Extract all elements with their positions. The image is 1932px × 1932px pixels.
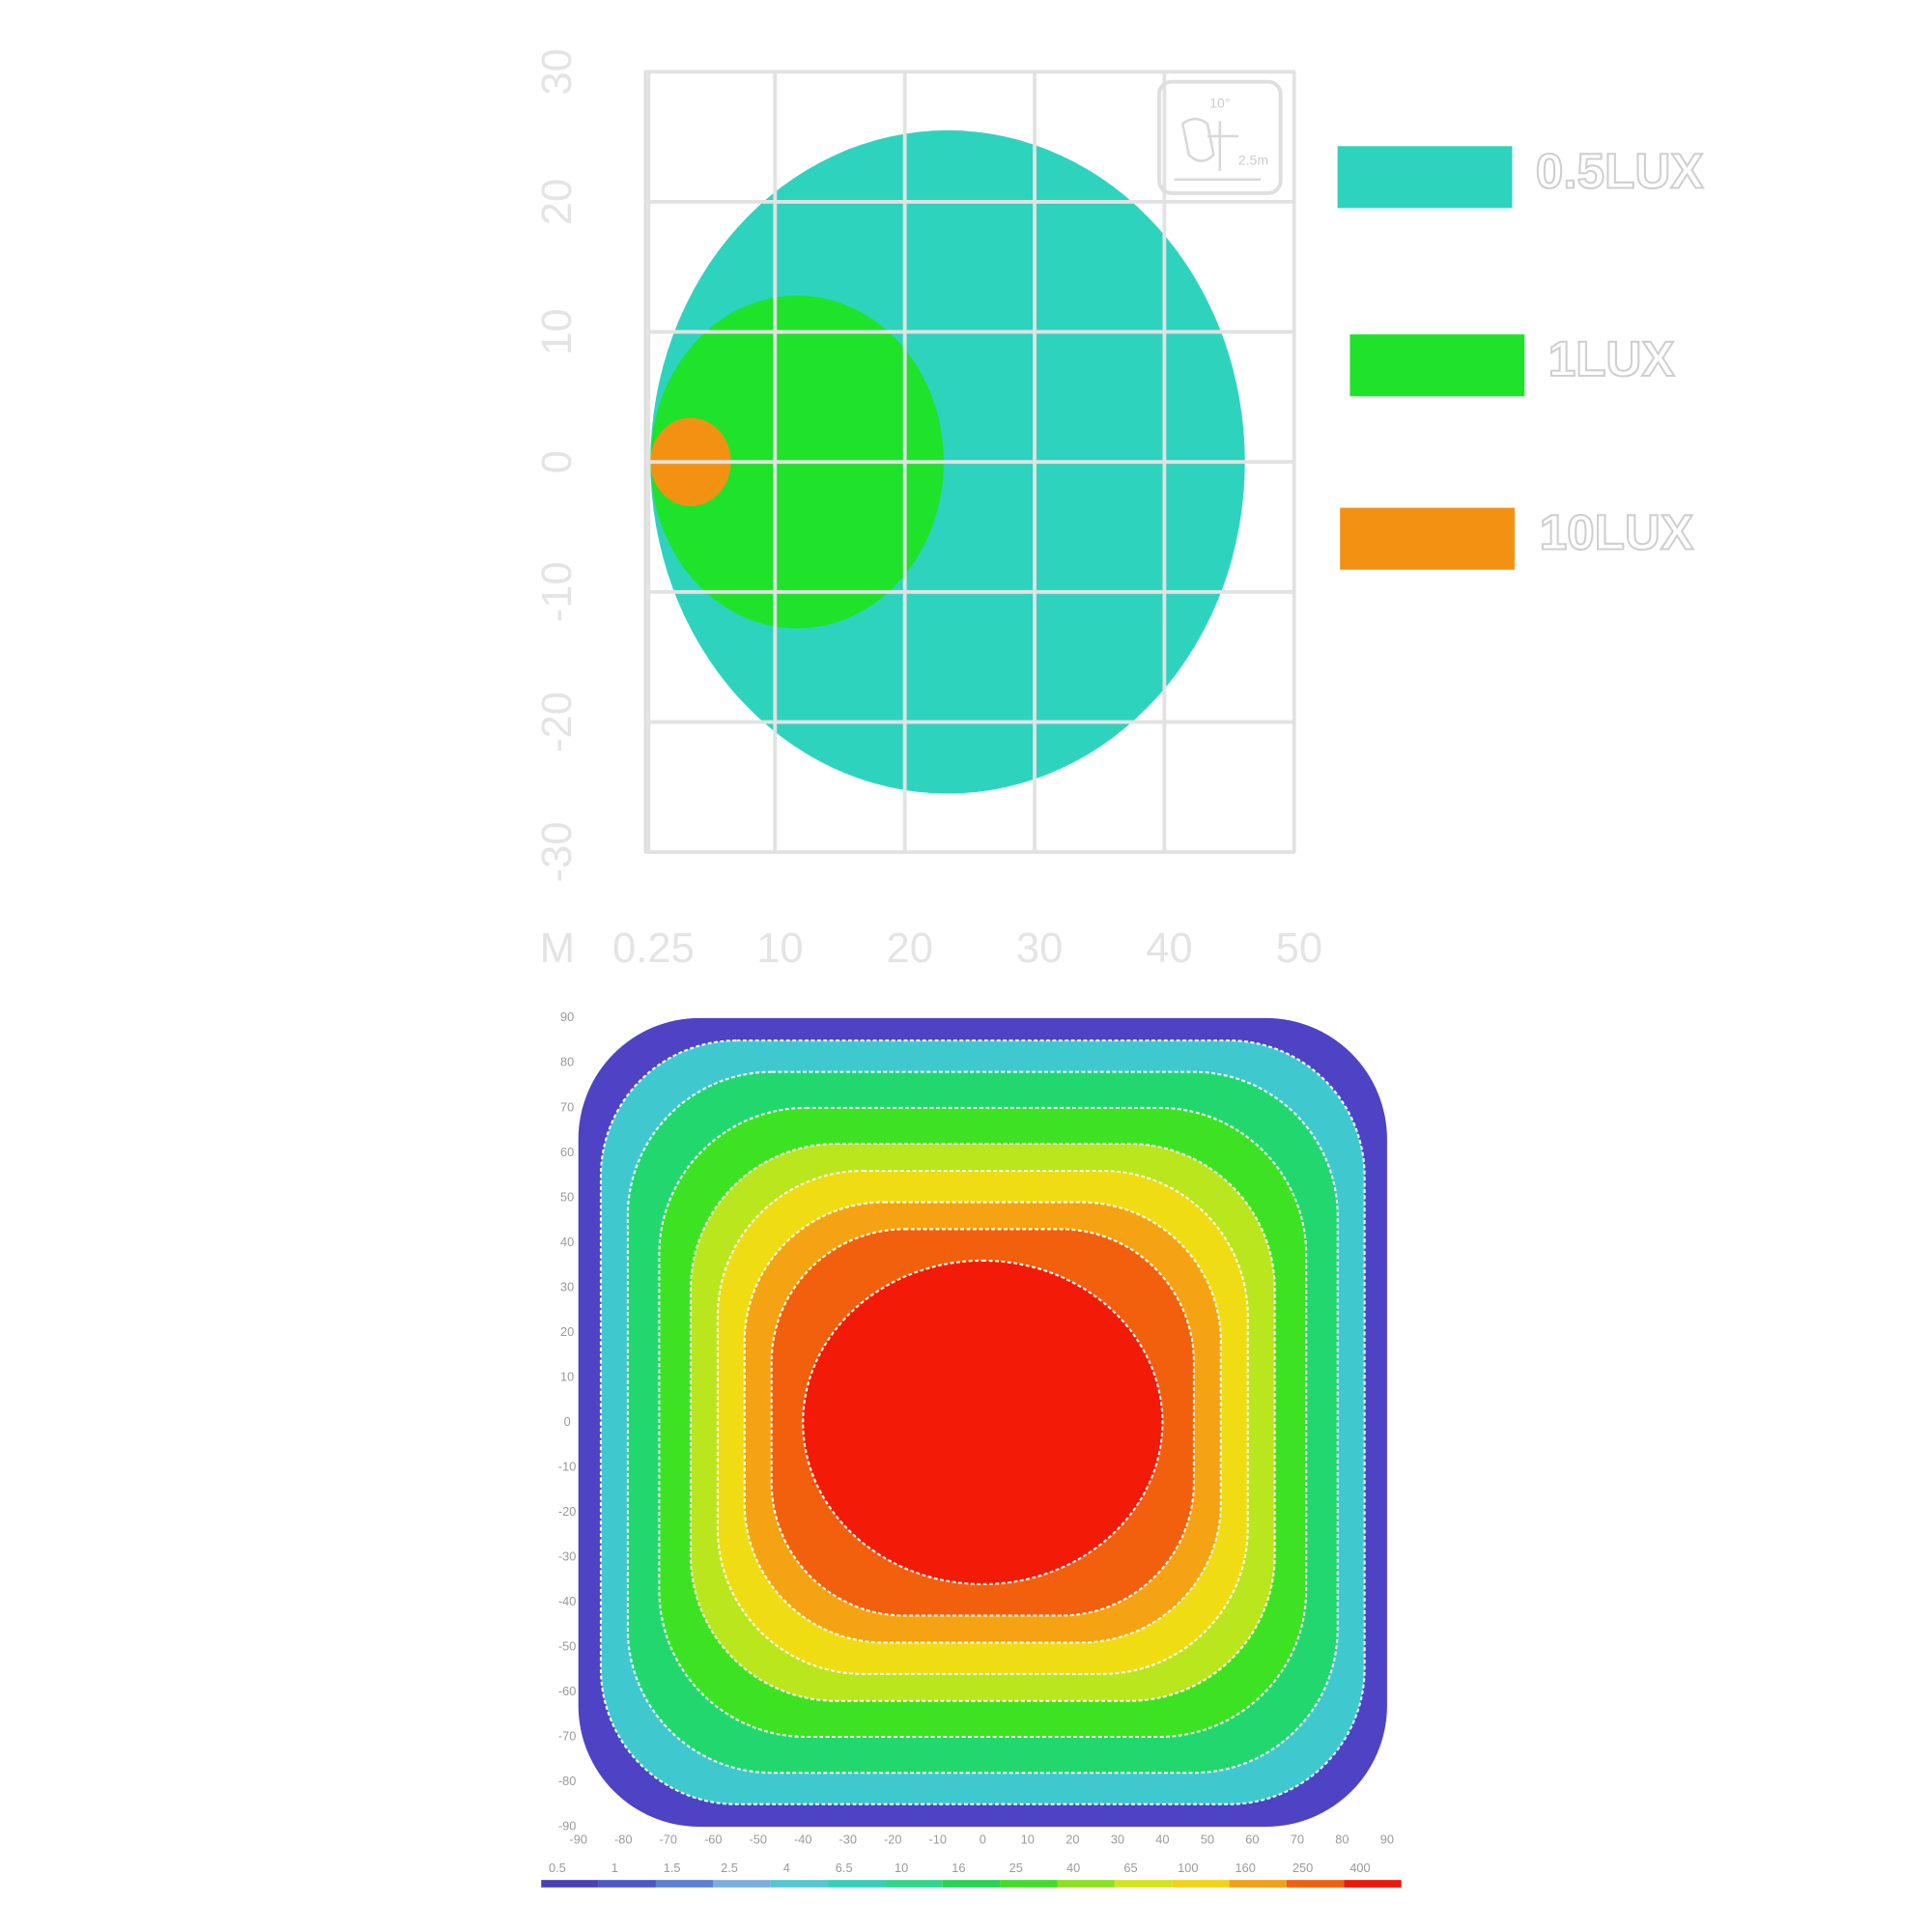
y-tick-label: -60 [558,1684,577,1698]
x-tick-label: 20 [887,925,933,972]
x-tick-label: -40 [794,1833,812,1847]
y-tick-label: 0 [564,1414,571,1429]
y-tick-label: 30 [534,48,581,95]
icon-frame [1157,79,1283,195]
colorbar-label: 100 [1178,1861,1198,1875]
y-tick-label: 10 [534,308,581,355]
x-tick-label: 90 [1380,1833,1394,1847]
x-tick-label: 70 [1291,1833,1304,1847]
x-tick-label: 40 [1155,1833,1169,1847]
x-tick-label: -50 [749,1833,767,1847]
x-tick-label: 60 [1245,1833,1259,1847]
colorbar-label: 65 [1123,1861,1137,1875]
y-tick-label: -20 [558,1504,577,1519]
y-tick-label: -10 [534,561,581,622]
colorbar-segment [1344,1880,1402,1888]
heatmap-chart: -90 -80 -70 -60 -50 -40 -30 -20 -10 0 10 20 30 40 50 60… [541,1009,1402,1888]
x-tick-label: 40 [1146,925,1192,972]
colorbar-label: 160 [1236,1861,1256,1875]
colorbar-label: 0.5 [549,1861,566,1875]
y-tick-label: -70 [558,1728,577,1743]
y-tick-label: -40 [558,1594,577,1608]
y-tick-label: -90 [558,1818,577,1833]
y-tick-label: -80 [558,1774,577,1788]
colorbar-segment [770,1880,829,1888]
y-tick-label: 0 [534,450,581,473]
x-tick-label: 10 [1021,1833,1035,1847]
colorbar-segment [1000,1880,1058,1888]
y-tick-label: 90 [560,1009,574,1024]
illuminance-chart: 30 20 10 0 -10 -20 -30 M 0.25 10 20 30 40 50 10° 2.5m 0.… [534,48,1705,972]
icon-label: 2.5m [1238,152,1268,167]
colorbar-segment [828,1880,886,1888]
x-tick-label: 10 [756,925,803,972]
legend-label: 10LUX [1540,505,1694,560]
legend-swatch [1337,146,1513,209]
y-tick-label: 60 [560,1145,574,1159]
colorbar-label: 4 [783,1861,790,1875]
x-tick-label: 0.25 [612,925,695,972]
x-unit-label: M [540,925,575,972]
colorbar-label: 1 [611,1861,618,1875]
x-tick-label: 30 [1016,925,1063,972]
colorbar-segment [1229,1880,1287,1888]
y-tick-label: 20 [534,179,581,225]
x-tick-label: -30 [839,1833,858,1847]
colorbar-segment [1286,1880,1345,1888]
legend-swatch [1350,334,1525,397]
x-tick-label: 50 [1201,1833,1214,1847]
x-tick-label: -20 [884,1833,902,1847]
colorbar-label: 25 [1009,1861,1023,1875]
colorbar-segment [1057,1880,1115,1888]
x-tick-label: -60 [704,1833,723,1847]
y-tick-label: -20 [534,692,581,753]
colorbar-label: 40 [1066,1861,1080,1875]
x-tick-label: 80 [1335,1833,1349,1847]
colorbar-segment [1114,1880,1173,1888]
y-tick-label: 40 [560,1235,574,1249]
y-tick-label: -30 [534,822,581,883]
colorbar-label: 10 [895,1861,908,1875]
x-tick-label: -70 [659,1833,677,1847]
y-tick-label: 80 [560,1055,574,1069]
colorbar-label: 250 [1293,1861,1313,1875]
y-tick-label: 20 [560,1324,574,1339]
beam-icon: 10° 2.5m [1157,79,1283,195]
x-tick-label: -90 [569,1833,587,1847]
colorbar-label: 6.5 [836,1861,853,1875]
y-tick-label: 10 [560,1369,574,1383]
colorbar-segment [713,1880,771,1888]
legend-label: 1LUX [1548,331,1675,386]
colorbar-segment [541,1880,599,1888]
x-tick-label: 20 [1065,1833,1079,1847]
colorbar-label: 16 [952,1861,965,1875]
x-tick-label: 30 [1111,1833,1124,1847]
colorbar-segment [885,1880,943,1888]
y-tick-label: 70 [560,1099,574,1114]
contour-region [802,1259,1164,1585]
x-tick-label: -80 [614,1833,633,1847]
icon-figure [1174,117,1262,182]
y-tick-label: 30 [560,1279,574,1293]
icon-label: 10° [1209,95,1230,110]
legend-swatch [1340,507,1515,570]
colorbar-label: 2.5 [721,1861,738,1875]
legend-label: 0.5LUX [1536,143,1704,198]
colorbar-segment [942,1880,1001,1888]
y-tick-label: -50 [558,1638,577,1653]
y-tick-label: -30 [558,1548,577,1563]
colorbar-segment [598,1880,656,1888]
colorbar-label: 1.5 [664,1861,681,1875]
x-tick-label: 0 [980,1833,986,1847]
y-tick-label: -10 [558,1459,577,1473]
x-tick-label: 50 [1276,925,1322,972]
x-tick-label: -10 [929,1833,948,1847]
colorbar-segment [1172,1880,1230,1888]
colorbar-segment [655,1880,714,1888]
colorbar-label: 400 [1350,1861,1370,1875]
y-tick-label: 50 [560,1189,574,1204]
